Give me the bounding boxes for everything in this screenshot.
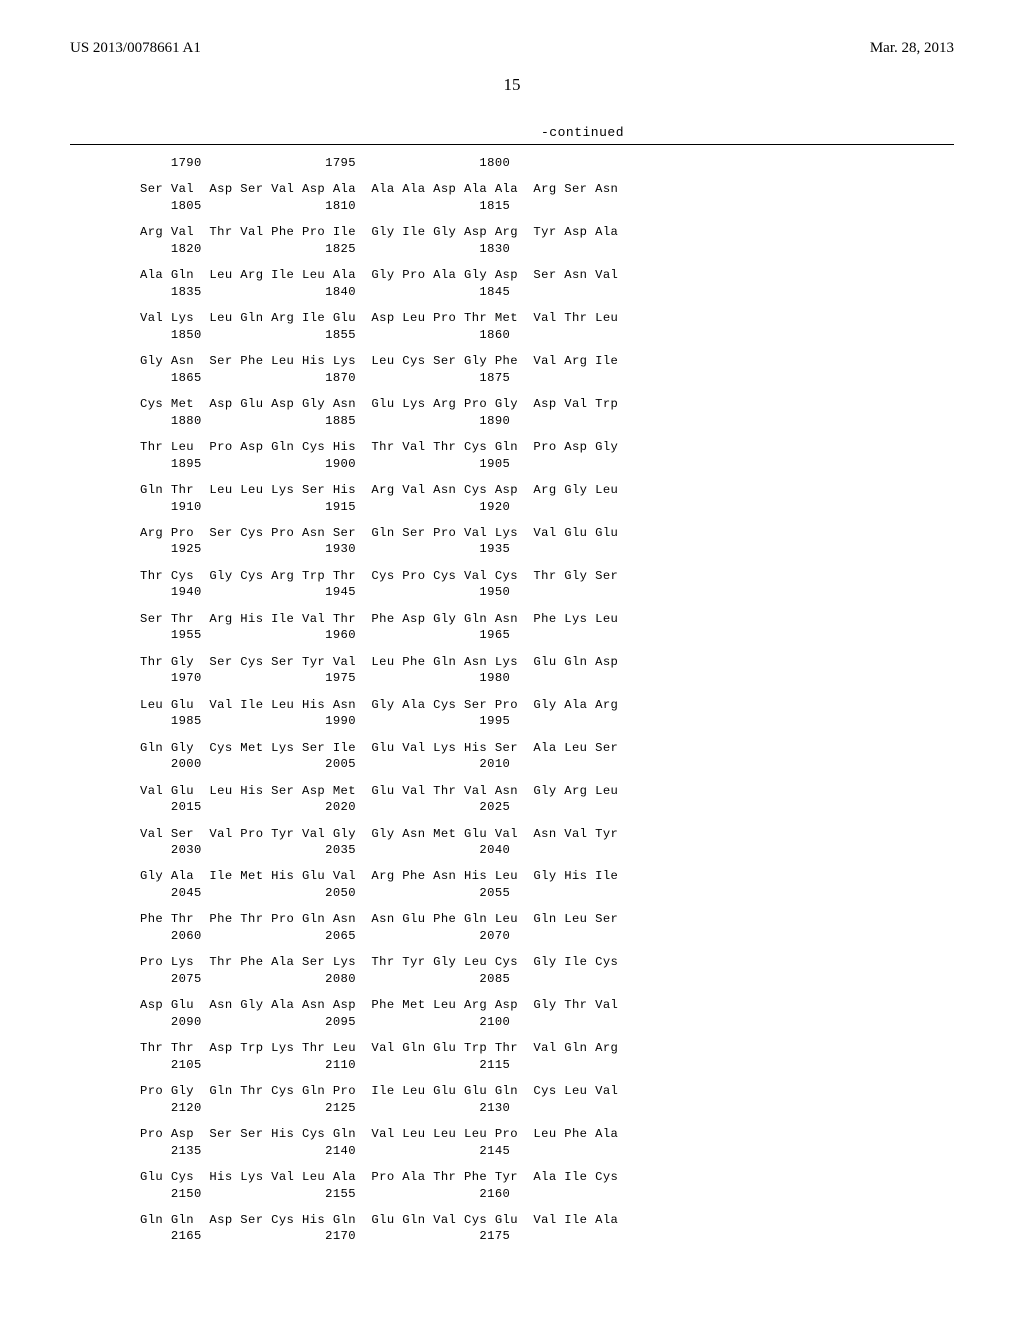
sequence-row: Val Ser Val Pro Tyr Val Gly Gly Asn Met … (140, 826, 954, 859)
sequence-row: Pro Gly Gln Thr Cys Gln Pro Ile Leu Glu … (140, 1083, 954, 1116)
sequence-row: Gln Gly Cys Met Lys Ser Ile Glu Val Lys … (140, 740, 954, 773)
publication-number: US 2013/0078661 A1 (70, 40, 201, 57)
sequence-row: Val Lys Leu Gln Arg Ile Glu Asp Leu Pro … (140, 310, 954, 343)
sequence-row: Pro Lys Thr Phe Ala Ser Lys Thr Tyr Gly … (140, 954, 954, 987)
sequence-row: Thr Thr Asp Trp Lys Thr Leu Val Gln Glu … (140, 1040, 954, 1073)
publication-date: Mar. 28, 2013 (870, 40, 954, 57)
sequence-row: Glu Cys His Lys Val Leu Ala Pro Ala Thr … (140, 1169, 954, 1202)
sequence-row: Pro Asp Ser Ser His Cys Gln Val Leu Leu … (140, 1126, 954, 1159)
page-number: 15 (70, 75, 954, 95)
sequence-row: Gln Thr Leu Leu Lys Ser His Arg Val Asn … (140, 482, 954, 515)
sequence-row: Ser Val Asp Ser Val Asp Ala Ala Ala Asp … (140, 181, 954, 214)
sequence-row: Asp Glu Asn Gly Ala Asn Asp Phe Met Leu … (140, 997, 954, 1030)
sequence-row: Phe Thr Phe Thr Pro Gln Asn Asn Glu Phe … (140, 911, 954, 944)
sequence-row: Thr Leu Pro Asp Gln Cys His Thr Val Thr … (140, 439, 954, 472)
page-container: US 2013/0078661 A1 Mar. 28, 2013 15 -con… (0, 0, 1024, 1320)
sequence-row: Thr Cys Gly Cys Arg Trp Thr Cys Pro Cys … (140, 568, 954, 601)
page-header: US 2013/0078661 A1 Mar. 28, 2013 (70, 40, 954, 57)
sequence-row: Arg Val Thr Val Phe Pro Ile Gly Ile Gly … (140, 224, 954, 257)
horizontal-rule (70, 144, 954, 145)
sequence-row: Ala Gln Leu Arg Ile Leu Ala Gly Pro Ala … (140, 267, 954, 300)
sequence-row: Gln Gln Asp Ser Cys His Gln Glu Gln Val … (140, 1212, 954, 1245)
continued-label: -continued (70, 125, 954, 140)
sequence-row: Leu Glu Val Ile Leu His Asn Gly Ala Cys … (140, 697, 954, 730)
sequence-row: Arg Pro Ser Cys Pro Asn Ser Gln Ser Pro … (140, 525, 954, 558)
sequence-row: Val Glu Leu His Ser Asp Met Glu Val Thr … (140, 783, 954, 816)
sequence-row: Gly Asn Ser Phe Leu His Lys Leu Cys Ser … (140, 353, 954, 386)
sequence-listing: 1790 1795 1800 Ser Val Asp Ser Val Asp Al… (70, 155, 954, 1245)
sequence-row: 1790 1795 1800 (140, 155, 954, 171)
sequence-row: Gly Ala Ile Met His Glu Val Arg Phe Asn … (140, 868, 954, 901)
sequence-row: Thr Gly Ser Cys Ser Tyr Val Leu Phe Gln … (140, 654, 954, 687)
sequence-row: Cys Met Asp Glu Asp Gly Asn Glu Lys Arg … (140, 396, 954, 429)
sequence-row: Ser Thr Arg His Ile Val Thr Phe Asp Gly … (140, 611, 954, 644)
